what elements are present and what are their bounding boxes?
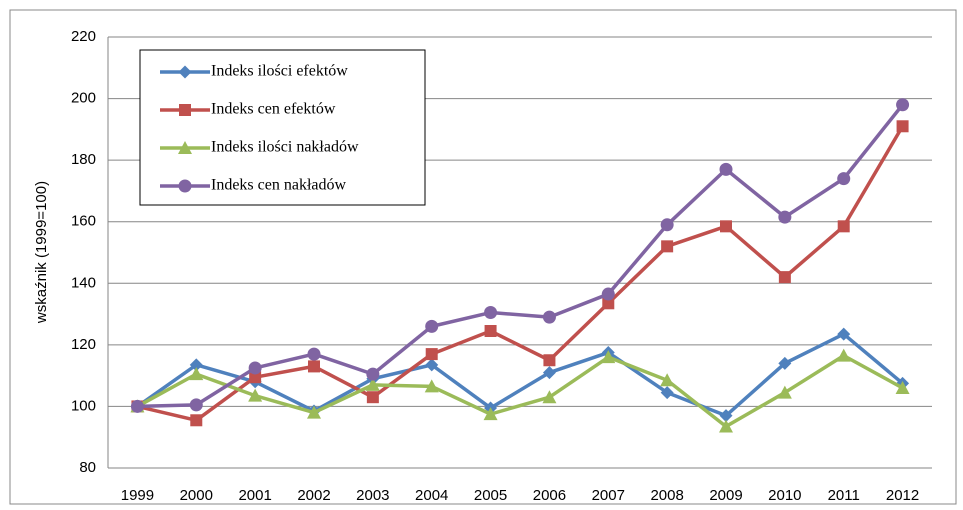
marker bbox=[542, 310, 556, 324]
marker bbox=[719, 162, 733, 176]
marker bbox=[179, 104, 191, 116]
marker bbox=[189, 398, 203, 412]
x-tick-label: 2000 bbox=[180, 487, 213, 504]
y-axis-label: wskaźnik (1999=100) bbox=[33, 181, 50, 324]
x-tick-label: 2009 bbox=[709, 487, 742, 504]
marker bbox=[601, 287, 615, 301]
series-line bbox=[137, 103, 904, 409]
y-tick-label: 140 bbox=[71, 274, 96, 291]
marker bbox=[483, 407, 498, 421]
marker bbox=[425, 319, 439, 333]
marker bbox=[777, 385, 792, 399]
marker bbox=[778, 271, 791, 284]
y-tick-label: 160 bbox=[71, 213, 96, 230]
series-line bbox=[136, 332, 904, 418]
x-tick-label: 1999 bbox=[121, 487, 154, 504]
marker bbox=[366, 391, 379, 404]
y-tick-label: 200 bbox=[71, 90, 96, 107]
marker bbox=[895, 380, 910, 394]
marker bbox=[248, 388, 263, 402]
marker bbox=[189, 358, 203, 372]
legend-label: Indeks ilości efektów bbox=[211, 63, 348, 80]
marker bbox=[484, 325, 497, 338]
x-tick-label: 2012 bbox=[886, 487, 919, 504]
x-tick-label: 2002 bbox=[297, 487, 330, 504]
marker bbox=[719, 409, 733, 423]
marker bbox=[425, 358, 439, 372]
marker bbox=[661, 240, 674, 253]
marker bbox=[660, 373, 675, 387]
y-tick-label: 100 bbox=[71, 397, 96, 414]
marker bbox=[308, 360, 320, 373]
marker bbox=[178, 141, 192, 154]
marker bbox=[424, 379, 439, 393]
marker bbox=[778, 356, 792, 370]
x-tick-label: 2005 bbox=[474, 487, 507, 504]
marker bbox=[249, 371, 262, 384]
marker bbox=[366, 367, 380, 381]
y-tick-label: 120 bbox=[71, 336, 96, 353]
x-tick-label: 2006 bbox=[533, 487, 566, 504]
marker bbox=[484, 306, 498, 320]
marker bbox=[542, 390, 557, 404]
marker bbox=[248, 361, 262, 375]
x-tick-label: 2007 bbox=[592, 487, 625, 504]
legend-label: Indeks cen efektów bbox=[211, 101, 336, 118]
x-tick-label: 2003 bbox=[356, 487, 389, 504]
y-tick-label: 80 bbox=[79, 459, 96, 476]
marker bbox=[660, 386, 674, 400]
marker bbox=[601, 350, 616, 364]
marker bbox=[542, 366, 556, 380]
x-tick-label: 2011 bbox=[828, 487, 860, 504]
chart-frame bbox=[9, 9, 957, 505]
marker bbox=[425, 348, 438, 361]
marker bbox=[660, 218, 674, 232]
marker bbox=[365, 377, 380, 391]
x-tick-label: 2001 bbox=[238, 487, 271, 504]
legend: Indeks ilości efektów Indeks cen efektów I… bbox=[139, 49, 426, 206]
x-tick-label: 2004 bbox=[415, 487, 448, 504]
marker bbox=[837, 172, 851, 186]
legend-label: Indeks cen nakładów bbox=[211, 177, 347, 194]
marker bbox=[778, 210, 792, 224]
marker bbox=[178, 179, 192, 193]
marker bbox=[307, 405, 321, 419]
marker bbox=[543, 354, 556, 367]
marker bbox=[719, 419, 733, 433]
marker bbox=[837, 327, 851, 341]
x-tick-label: 2008 bbox=[650, 487, 683, 504]
marker bbox=[836, 348, 851, 362]
marker bbox=[178, 65, 192, 79]
marker bbox=[896, 120, 909, 133]
y-tick-label: 220 bbox=[71, 28, 96, 45]
x-tick-label: 2010 bbox=[768, 487, 801, 504]
series-line bbox=[136, 353, 904, 429]
marker bbox=[602, 297, 615, 310]
legend-label: Indeks ilości nakładów bbox=[211, 139, 359, 156]
marker bbox=[837, 220, 850, 233]
marker bbox=[720, 220, 732, 233]
series-line bbox=[137, 125, 905, 423]
marker bbox=[190, 414, 203, 427]
y-tick-label: 180 bbox=[71, 151, 96, 168]
marker bbox=[896, 98, 910, 112]
marker bbox=[130, 399, 144, 413]
marker bbox=[189, 367, 204, 381]
marker bbox=[307, 347, 321, 361]
